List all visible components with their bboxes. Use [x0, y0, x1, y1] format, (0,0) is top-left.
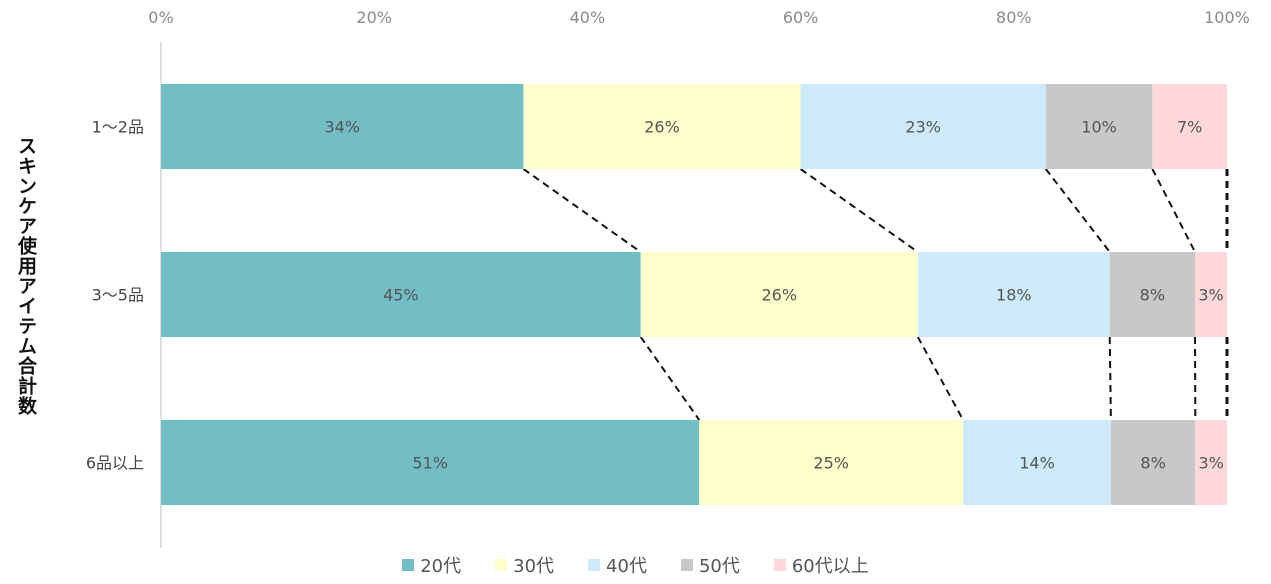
data-label: 14%: [1019, 454, 1055, 473]
data-label: 26%: [761, 286, 797, 305]
legend-label: 60代以上: [791, 556, 869, 577]
bar-segment: [1110, 420, 1196, 505]
bar-segment: [1045, 84, 1153, 169]
legend-swatch: [773, 559, 786, 571]
bar-segment: [161, 252, 641, 337]
data-label: 34%: [324, 118, 360, 137]
series-line: [1151, 168, 1196, 253]
bar-segment: [1152, 84, 1227, 169]
x-tick-label: 80%: [996, 8, 1032, 27]
category-label: 1〜2品: [92, 118, 144, 137]
x-tick-label: 60%: [783, 8, 819, 27]
bar-segment: [1195, 420, 1227, 505]
x-tick-label: 100%: [1204, 8, 1250, 27]
bar-segment: [800, 84, 1046, 169]
legend-item: 20代: [402, 552, 461, 578]
data-label: 45%: [383, 286, 419, 305]
y-axis-title: スキンケア使用アイテム合計数: [15, 136, 37, 416]
category-label: 6品以上: [86, 454, 144, 473]
series-line: [522, 168, 642, 253]
x-tick-label: 0%: [148, 8, 173, 27]
legend-item: 40代: [588, 552, 647, 578]
legend-swatch: [588, 559, 601, 571]
data-label: 18%: [996, 286, 1032, 305]
data-label: 3%: [1198, 286, 1223, 305]
bar-segment: [1109, 252, 1196, 337]
data-label: 23%: [905, 118, 941, 137]
bar-segment: [917, 252, 1110, 337]
data-label: 26%: [644, 118, 680, 137]
bar-segment: [640, 252, 918, 337]
data-label: 3%: [1198, 454, 1223, 473]
legend-swatch: [402, 559, 415, 571]
bar-segment: [161, 84, 524, 169]
legend-item: 60代以上: [773, 552, 869, 578]
series-line: [916, 336, 965, 421]
bar-segment: [963, 420, 1111, 505]
bar-segment: [1195, 252, 1227, 337]
legend-swatch: [680, 559, 693, 571]
legend-swatch: [495, 559, 508, 571]
series-line: [800, 168, 919, 253]
legend-item: 30代: [495, 552, 554, 578]
bar-segment: [699, 420, 964, 505]
legend: 20代 30代 40代 50代 60代以上: [0, 552, 1271, 578]
data-label: 7%: [1177, 118, 1202, 137]
series-line: [1108, 336, 1112, 421]
category-label: 3〜5品: [92, 286, 144, 305]
data-label: 8%: [1140, 454, 1165, 473]
data-label: 10%: [1081, 118, 1117, 137]
data-label: 51%: [412, 454, 448, 473]
series-line: [639, 336, 701, 421]
bar-segment: [523, 84, 801, 169]
legend-label: 30代: [513, 556, 555, 577]
legend-item: 50代: [680, 552, 740, 578]
data-label: 25%: [813, 454, 849, 473]
x-tick-label: 40%: [570, 8, 606, 27]
legend-label: 40代: [606, 556, 647, 577]
legend-label: 50代: [698, 556, 740, 577]
x-tick-label: 20%: [356, 8, 392, 27]
series-line: [1044, 168, 1111, 253]
legend-label: 20代: [420, 556, 462, 577]
bar-segment: [161, 420, 700, 505]
data-label: 8%: [1140, 286, 1165, 305]
